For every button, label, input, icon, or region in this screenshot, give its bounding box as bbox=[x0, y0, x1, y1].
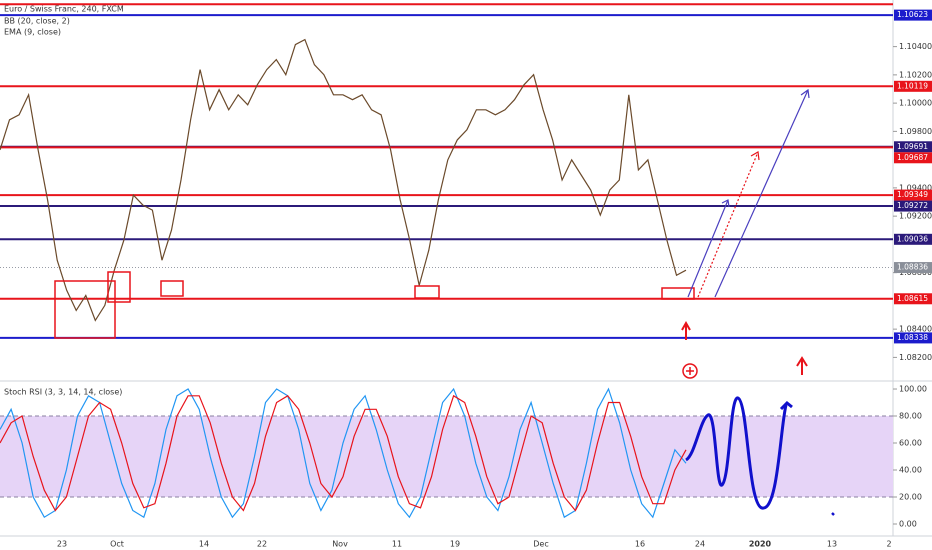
x-tick-label: 13 bbox=[827, 540, 837, 549]
y-tick-label: 60.00 bbox=[899, 439, 922, 448]
x-tick-label: 16 bbox=[635, 540, 645, 549]
arrow-head bbox=[800, 88, 810, 99]
y-tick-label: 1.10000 bbox=[899, 99, 932, 108]
level-label: 1.09687 bbox=[897, 153, 928, 162]
highlight-box bbox=[107, 271, 131, 303]
level-label: 1.10623 bbox=[897, 10, 928, 19]
price-line bbox=[0, 38, 687, 322]
x-tick-label: 2020 bbox=[749, 540, 772, 549]
arrow-head bbox=[721, 199, 730, 208]
x-tick-label: 23 bbox=[57, 540, 67, 549]
marks: 1.10400 1.10200 1.10000 1.09800 1.09400 1.092… bbox=[0, 3, 932, 549]
pane-1-legend: Euro / Swiss Franc, 240, FXCM BB (20, cl… bbox=[4, 5, 124, 37]
x-tick-label: 22 bbox=[257, 540, 267, 549]
level-label-bg bbox=[894, 262, 932, 274]
level-label: 1.08836 bbox=[897, 263, 928, 272]
level-label-bg bbox=[894, 9, 932, 21]
add-icon bbox=[686, 367, 694, 375]
y-tick-label: 100.00 bbox=[899, 385, 927, 394]
y-tick-label: 40.00 bbox=[899, 466, 922, 475]
x-tick-label: Oct bbox=[110, 540, 124, 549]
y-tick-label: 1.10200 bbox=[899, 70, 932, 79]
hand-drawn-path bbox=[684, 396, 793, 510]
level-label: 1.09691 bbox=[897, 142, 928, 151]
level-label-bg bbox=[894, 293, 932, 305]
y-tick-label: 0.00 bbox=[899, 519, 917, 528]
stoch-line bbox=[0, 394, 687, 512]
projection-arrow bbox=[687, 199, 729, 298]
level-label-bg bbox=[894, 189, 932, 201]
indicator-label: BB (20, close, 2) bbox=[4, 17, 70, 26]
annotations bbox=[54, 88, 835, 516]
y-tick-label: 1.09800 bbox=[899, 127, 932, 136]
add-button[interactable] bbox=[682, 363, 698, 379]
x-tick-label: Dec bbox=[533, 540, 548, 549]
x-tick-label: 11 bbox=[392, 540, 402, 549]
level-label-bg bbox=[894, 80, 932, 92]
stoch-line bbox=[0, 387, 687, 519]
level-label: 1.09036 bbox=[897, 234, 928, 243]
level-label-bg bbox=[894, 233, 932, 245]
x-tick-label: 19 bbox=[450, 540, 460, 549]
highlight-box bbox=[54, 280, 116, 339]
y-tick-label: 1.08400 bbox=[899, 325, 932, 334]
indicator-label: EMA (9, close) bbox=[4, 28, 61, 37]
x-tick-label: 2 bbox=[886, 540, 891, 549]
up-arrow bbox=[796, 356, 808, 375]
level-label-bg bbox=[894, 152, 932, 164]
up-arrow bbox=[681, 320, 691, 340]
stoch-band bbox=[0, 416, 893, 497]
level-label: 1.08338 bbox=[897, 333, 928, 342]
chart-title: Euro / Swiss Franc, 240, FXCM bbox=[4, 5, 124, 14]
level-label: 1.10119 bbox=[897, 81, 928, 90]
stoch-title: Stoch RSI (3, 3, 14, 14, close) bbox=[4, 388, 122, 397]
level-label: 1.08615 bbox=[897, 294, 928, 303]
y-tick-label: 1.08200 bbox=[899, 353, 932, 362]
y-tick-label: 20.00 bbox=[899, 492, 922, 501]
x-tick-label: 14 bbox=[199, 540, 209, 549]
y-tick-label: 80.00 bbox=[899, 412, 922, 421]
level-label-bg bbox=[894, 141, 932, 153]
level-label-bg bbox=[894, 200, 932, 212]
y-tick-label: 1.09400 bbox=[899, 183, 932, 192]
projection-arrow bbox=[714, 89, 809, 298]
arrow-head bbox=[750, 151, 760, 161]
y-tick-label: 1.10400 bbox=[899, 42, 932, 51]
level-label: 1.09349 bbox=[897, 190, 928, 199]
highlight-box bbox=[414, 285, 440, 299]
highlight-box bbox=[160, 280, 184, 297]
x-tick-label: 24 bbox=[695, 540, 705, 549]
y-tick-label: 1.09200 bbox=[899, 212, 932, 221]
highlight-box bbox=[661, 287, 695, 300]
hand-drawn-dot bbox=[831, 512, 835, 516]
level-label: 1.09272 bbox=[897, 201, 928, 210]
x-tick-label: Nov bbox=[332, 540, 348, 549]
level-label-bg bbox=[894, 332, 932, 344]
